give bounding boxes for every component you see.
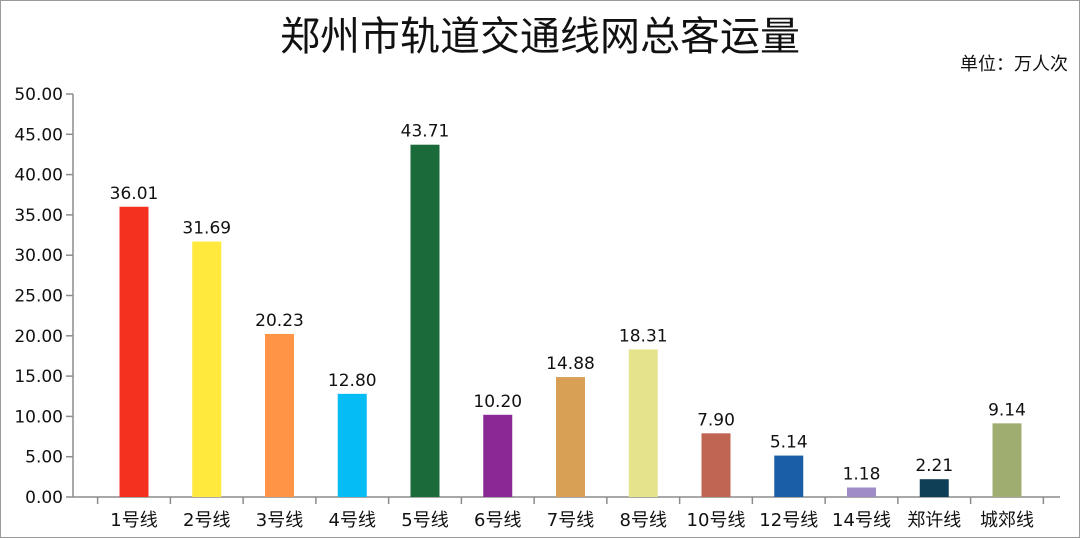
data-label: 43.71: [401, 122, 450, 142]
data-label: 9.14: [988, 400, 1026, 420]
bar-郑许线: [919, 479, 949, 497]
x-tick-label: 5号线: [401, 510, 448, 531]
data-label: 10.20: [473, 392, 522, 412]
y-tick-label: 15.00: [14, 367, 63, 387]
bar-6号线: [483, 414, 513, 497]
data-label: 5.14: [770, 433, 808, 453]
x-tick-label: 3号线: [256, 510, 303, 531]
x-tick-label: 城郊线: [980, 510, 1034, 531]
chart-title: 郑州市轨道交通线网总客运量: [280, 14, 800, 60]
x-tick-label: 10号线: [687, 510, 746, 531]
x-tick-label: 2号线: [183, 510, 230, 531]
y-tick-label: 40.00: [14, 166, 63, 186]
bar-城郊线: [992, 423, 1022, 497]
bar-14号线: [847, 487, 876, 497]
data-label: 1.18: [843, 464, 881, 484]
y-tick-label: 10.00: [14, 407, 63, 427]
y-tick-label: 30.00: [14, 246, 63, 266]
bar-10号线: [701, 433, 731, 497]
x-tick-label: 4号线: [329, 510, 376, 531]
y-tick-label: 35.00: [14, 206, 63, 226]
y-tick-label: 50.00: [14, 85, 63, 105]
x-tick-label: 6号线: [474, 510, 521, 531]
bar-7号线: [556, 377, 585, 497]
bar-5号线: [410, 144, 440, 498]
y-tick-label: 0.00: [25, 488, 63, 508]
bar-3号线: [265, 333, 294, 497]
x-tick-label: 7号线: [547, 510, 594, 531]
y-tick-label: 20.00: [14, 327, 63, 347]
data-label: 7.90: [697, 410, 735, 430]
bar-8号线: [628, 349, 658, 497]
unit-label: 单位：万人次: [960, 54, 1068, 75]
data-label: 31.69: [182, 219, 231, 239]
bar-2号线: [192, 241, 222, 497]
x-tick-label: 12号线: [759, 510, 818, 531]
x-tick-label: 1号线: [110, 510, 157, 531]
labels: 36.01 1号线 31.69 2号线 20.23 3号线 12.80 4号线 43.71 5号线…: [110, 122, 1034, 531]
data-label: 18.31: [619, 326, 668, 346]
x-tick-label: 郑许线: [907, 510, 961, 531]
bars: [119, 144, 1022, 498]
data-label: 2.21: [915, 456, 953, 476]
axes: 0.00 5.00 10.00 15.00 20.00 25.00 30.00 35.00 40…: [14, 85, 1060, 508]
y-tick-label: 25.00: [14, 287, 63, 307]
y-tick-label: 45.00: [14, 125, 63, 145]
data-label: 12.80: [328, 371, 377, 391]
bar-12号线: [774, 455, 804, 497]
bar-4号线: [337, 393, 367, 497]
bar-1号线: [119, 206, 149, 497]
x-tick-label: 8号线: [620, 510, 667, 531]
x-tick-label: 14号线: [832, 510, 891, 531]
data-label: 36.01: [110, 184, 159, 204]
data-label: 14.88: [546, 354, 595, 374]
y-tick-label: 5.00: [25, 448, 63, 468]
data-label: 20.23: [255, 311, 304, 331]
